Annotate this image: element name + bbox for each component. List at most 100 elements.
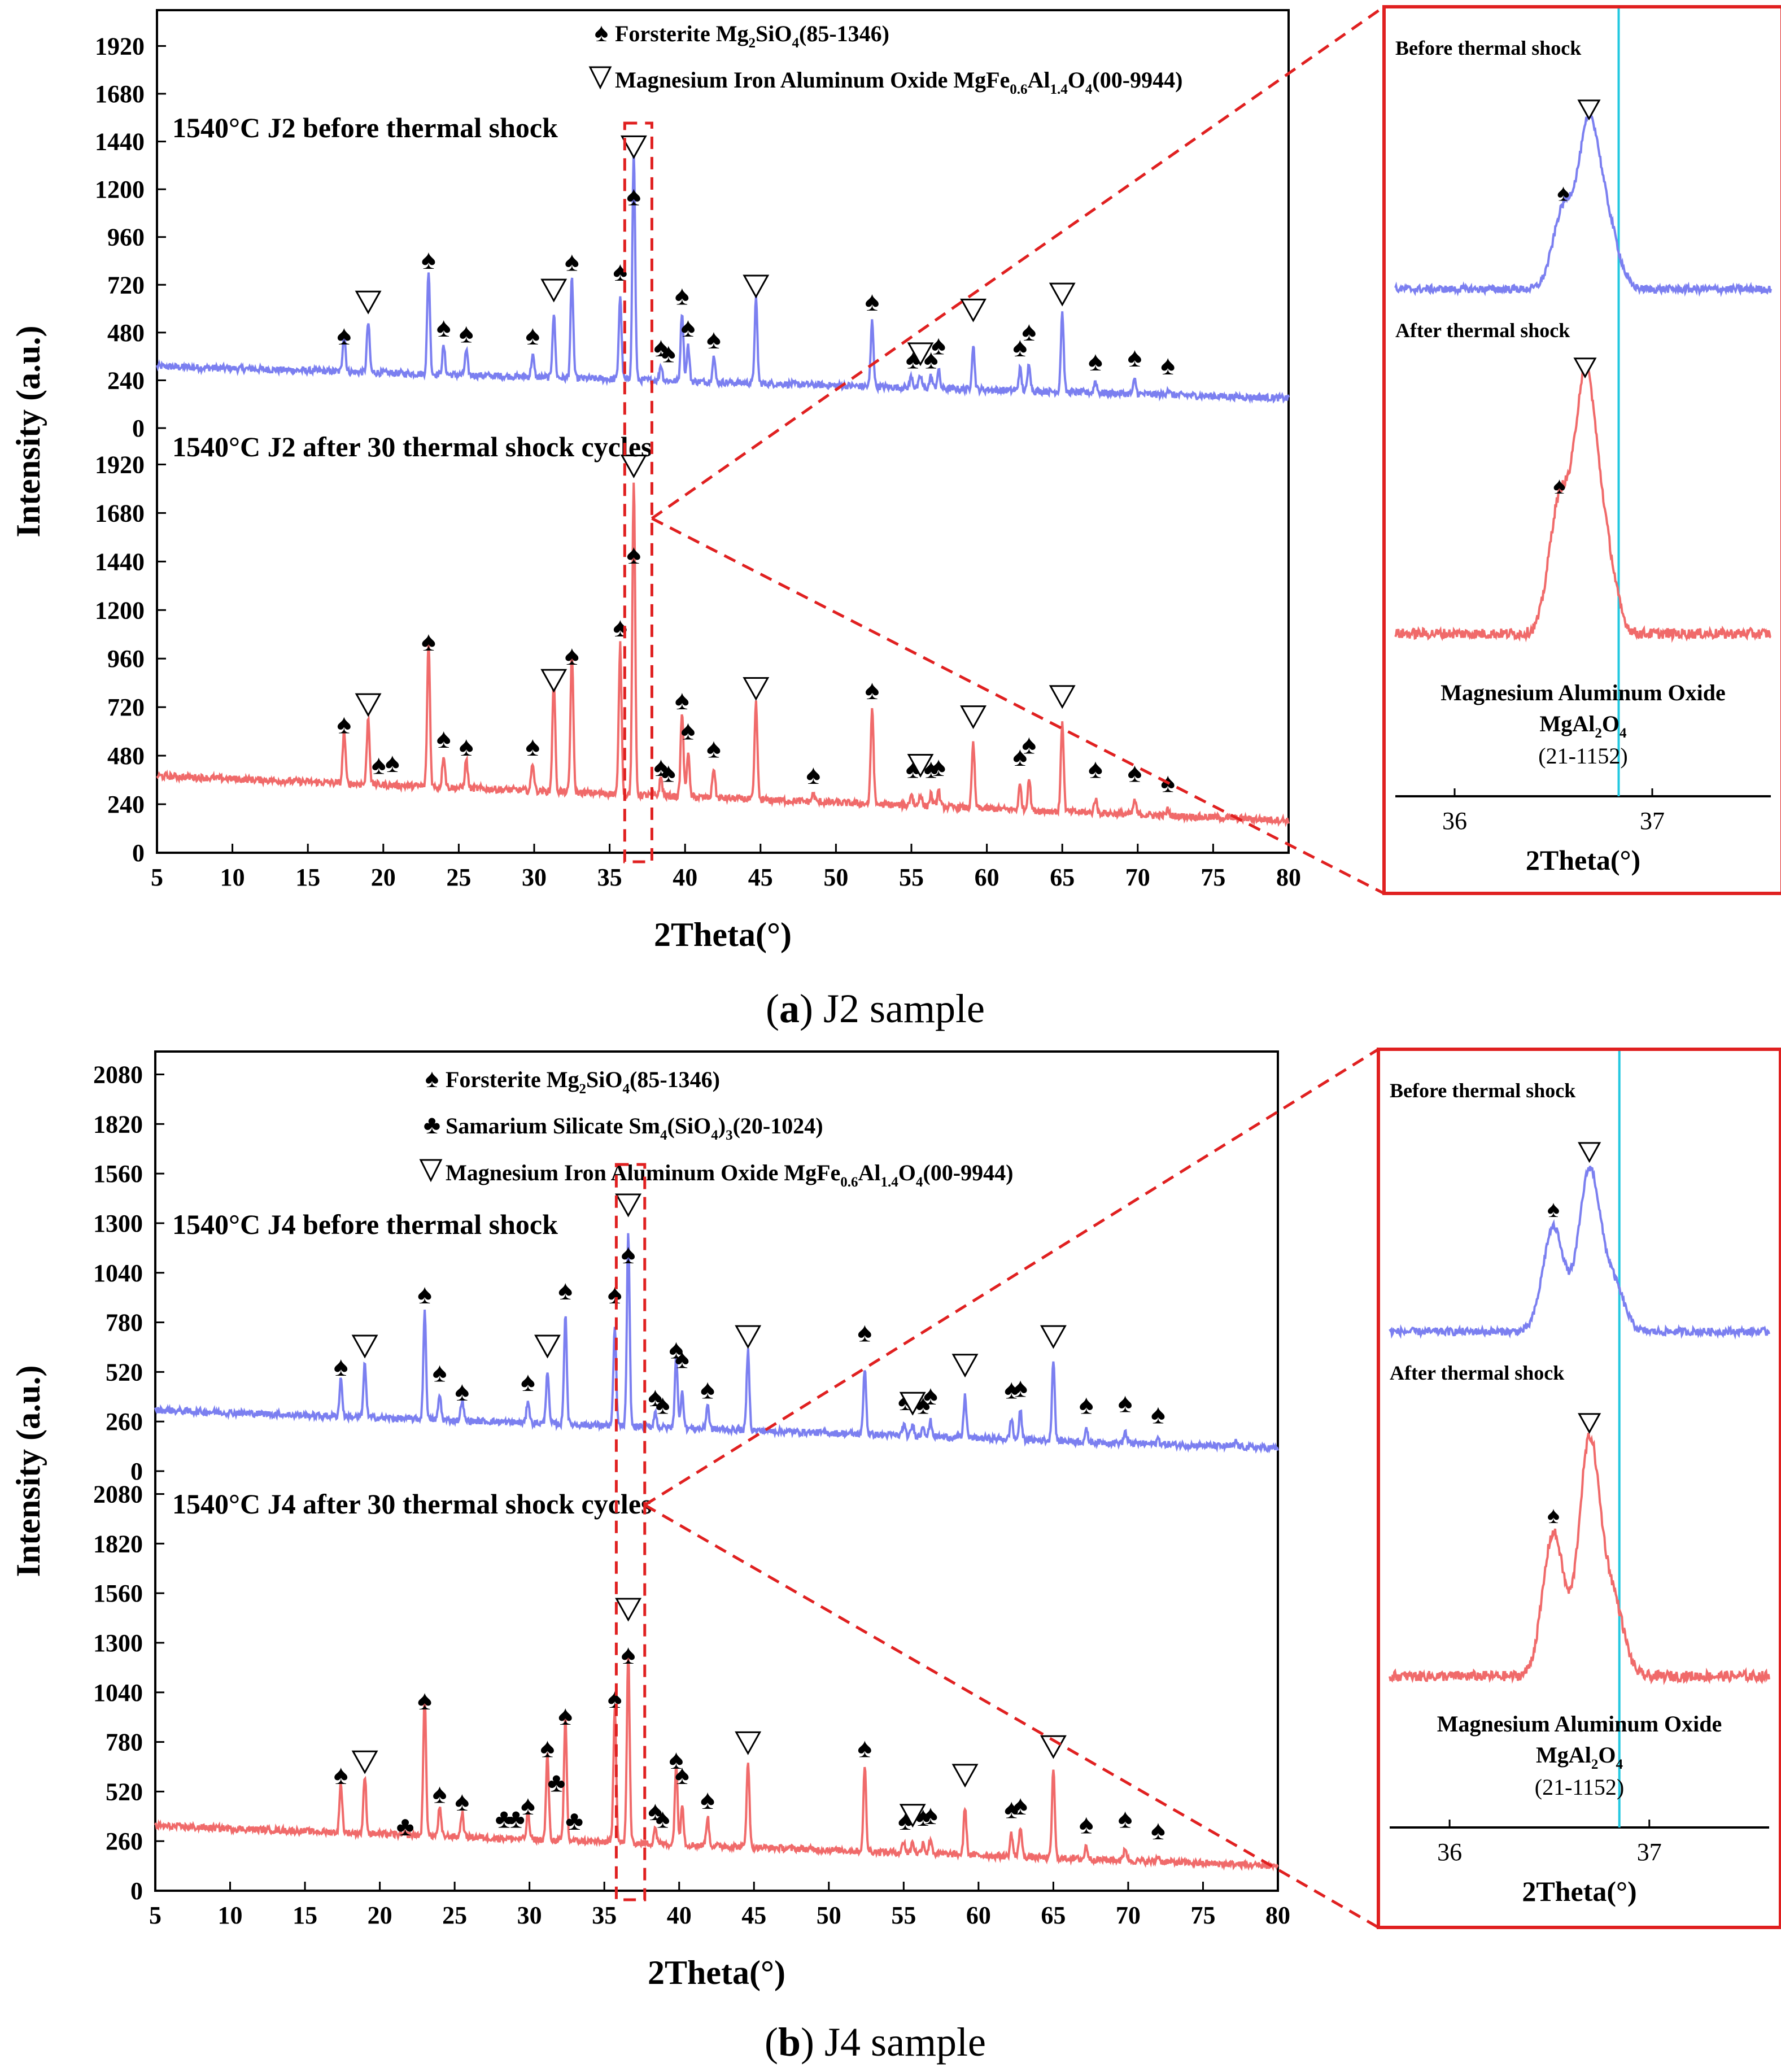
zoom-connector-top	[651, 5, 1385, 520]
subscript: 1.4	[1050, 82, 1068, 97]
x-tick-label: 40	[673, 863, 697, 891]
subscript: 4	[1085, 82, 1093, 97]
y-tick-label: 1300	[93, 1210, 143, 1237]
magnesium-iron-aluminum-oxide-marker	[1577, 99, 1601, 121]
subscript: 4	[660, 1128, 667, 1143]
x-tick-label: 75	[1201, 863, 1225, 891]
forsterite-marker: ♠	[1013, 333, 1028, 363]
x-tick-label: 55	[899, 863, 924, 891]
y-tick-label: 720	[107, 271, 145, 299]
y-tick-label: 780	[106, 1309, 143, 1337]
after-thermal-shock-label: After thermal shock	[1395, 319, 1570, 342]
forsterite-marker: ♠	[858, 1734, 872, 1764]
upper-xrd-trace	[156, 150, 1290, 404]
forsterite-marker: ♠	[924, 344, 938, 374]
x-tick-label: 80	[1276, 863, 1301, 891]
y-tick-label: 1820	[93, 1110, 143, 1138]
magnesium-iron-aluminum-oxide-marker	[960, 705, 987, 730]
forsterite-marker: ♠	[1079, 1810, 1094, 1840]
zoom-phase-card: (21-1152)	[1535, 1774, 1624, 1800]
y-tick-label: 1440	[95, 128, 145, 156]
forsterite-marker: ♠	[421, 245, 436, 275]
text-run: Forsterite Mg	[615, 21, 749, 46]
forsterite-marker: ♠	[806, 760, 820, 790]
magnesium-iron-aluminum-oxide-marker	[620, 455, 647, 479]
forsterite-marker: ♠	[675, 1345, 689, 1375]
forsterite-marker: ♠	[865, 675, 880, 705]
legend-triangle-symbol	[588, 66, 612, 90]
subscript: 0.6	[840, 1175, 858, 1190]
zoom-phase-name: Magnesium Aluminum Oxide	[1440, 680, 1726, 705]
x-tick-label: 5	[151, 863, 163, 891]
subscript: 3	[726, 1128, 733, 1143]
forsterite-marker: ♠	[1004, 1375, 1019, 1405]
text-run: Samarium Silicate Sm	[446, 1113, 660, 1138]
forsterite-marker: ♠	[669, 1335, 684, 1365]
samarium-silicate-marker: ♣	[565, 1806, 583, 1836]
caption-letter: b	[778, 2019, 801, 2065]
text-run: (85-1346)	[799, 21, 889, 46]
subscript: 2	[749, 36, 756, 51]
x-tick-label: 55	[891, 1901, 916, 1929]
forsterite-marker: ♠	[931, 331, 946, 361]
x-axis-label: 2Theta(°)	[654, 916, 792, 953]
forsterite-marker: ♠	[337, 710, 351, 740]
x-tick-label: 25	[446, 863, 471, 891]
forsterite-marker: ♠	[1022, 317, 1037, 347]
text-run: Al	[858, 1160, 881, 1185]
x-tick-label: 35	[597, 863, 622, 891]
upper-xrd-trace	[154, 1233, 1279, 1454]
magnesium-iron-aluminum-oxide-marker	[620, 135, 647, 159]
zoom-x-tick-label: 36	[1442, 807, 1467, 835]
x-tick-label: 25	[442, 1901, 467, 1929]
forsterite-marker: ♠	[565, 641, 579, 671]
y-tick-label: 960	[107, 645, 145, 673]
text-run: O	[898, 1160, 916, 1185]
y-tick-label: 0	[130, 1458, 143, 1485]
magnesium-iron-aluminum-oxide-marker	[899, 1391, 926, 1416]
forsterite-marker: ♠	[459, 319, 474, 348]
forsterite-marker: ♠	[1547, 1197, 1560, 1223]
x-tick-label: 60	[975, 863, 999, 891]
legend-symbol: ♠	[425, 1064, 439, 1093]
y-tick-label: 0	[130, 1877, 143, 1905]
caption-paren: (	[765, 2019, 778, 2065]
y-tick-label: 1680	[95, 80, 145, 108]
forsterite-marker: ♠	[1088, 347, 1103, 377]
magnesium-iron-aluminum-oxide-marker	[615, 1598, 642, 1622]
before-thermal-shock-label: Before thermal shock	[1395, 37, 1581, 59]
x-axis-label: 2Theta(°)	[648, 1954, 785, 1991]
forsterite-marker: ♠	[540, 1734, 555, 1764]
text-run: O	[1068, 67, 1085, 93]
caption-letter: a	[779, 986, 800, 1031]
forsterite-marker: ♠	[558, 1701, 573, 1731]
magnesium-iron-aluminum-oxide-marker	[735, 1731, 762, 1755]
legend-triangle-symbol	[419, 1159, 443, 1183]
zoom-connector-bottom	[651, 517, 1385, 895]
zoom-region-box	[623, 121, 653, 863]
forsterite-marker: ♠	[648, 1382, 662, 1412]
before-zoom-trace	[1389, 1166, 1770, 1340]
samarium-silicate-marker: ♣	[396, 1812, 414, 1842]
forsterite-marker: ♠	[1118, 1804, 1133, 1834]
forsterite-marker: ♠	[608, 1684, 622, 1714]
forsterite-marker: ♠	[417, 1280, 432, 1310]
y-tick-label: 480	[107, 742, 145, 770]
panel-caption: (a) J2 sample	[766, 986, 985, 1031]
forsterite-marker: ♠	[700, 1375, 715, 1405]
y-tick-label: 240	[107, 367, 145, 394]
x-tick-label: 30	[517, 1901, 542, 1929]
forsterite-marker: ♠	[433, 1358, 447, 1388]
y-axis-label: Intensity (a.u.)	[10, 1365, 47, 1577]
forsterite-marker: ♠	[1557, 180, 1569, 206]
text-run: Magnesium Iron Aluminum Oxide MgFe	[615, 67, 1010, 93]
x-tick-label: 20	[368, 1901, 392, 1929]
forsterite-marker: ♠	[1151, 1400, 1165, 1430]
forsterite-marker: ♠	[334, 1352, 348, 1382]
magnesium-iron-aluminum-oxide-marker	[355, 290, 382, 315]
magnesium-iron-aluminum-oxide-marker	[1049, 282, 1076, 307]
y-tick-label: 960	[107, 224, 145, 251]
forsterite-marker: ♠	[1079, 1390, 1094, 1420]
